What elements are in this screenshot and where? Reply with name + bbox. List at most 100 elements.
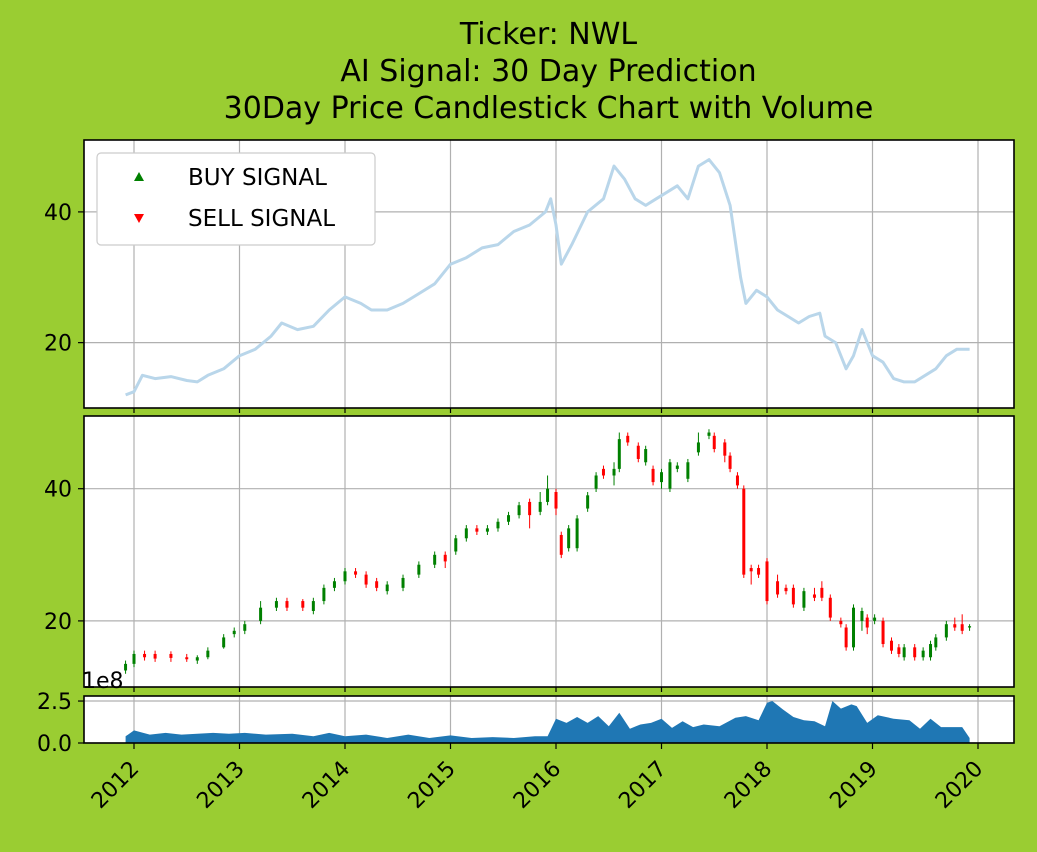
candle-body — [454, 538, 458, 552]
candle-body — [839, 620, 843, 625]
candle-body — [828, 597, 832, 618]
candle-body — [757, 568, 761, 575]
candle-body — [944, 624, 948, 638]
candle-body — [728, 455, 732, 469]
candle-body — [528, 501, 532, 516]
candle-body — [873, 617, 877, 621]
candle-body — [375, 581, 379, 588]
xtick-label: 2015 — [403, 757, 460, 814]
xtick-label: 2016 — [509, 757, 566, 814]
volume-ytick-label: 2.5 — [37, 690, 72, 715]
candle-body — [385, 584, 389, 592]
candle-body — [538, 501, 542, 512]
candle-body — [195, 657, 199, 661]
candle-body — [575, 518, 579, 549]
candle-body — [968, 626, 972, 628]
candle-body — [301, 601, 305, 608]
xtick-label: 2019 — [825, 757, 882, 814]
candle-body — [712, 435, 716, 450]
candle-body — [507, 515, 511, 522]
candle-body — [651, 468, 655, 483]
candle-body — [934, 637, 938, 648]
candle-body — [485, 528, 489, 532]
volume-ytick-label: 0.0 — [37, 732, 72, 757]
volume-frame — [83, 695, 1015, 744]
candle-body — [921, 650, 925, 658]
candle-body — [586, 495, 590, 509]
candle-body — [259, 607, 263, 621]
legend-box — [96, 152, 376, 246]
xtick-label: 2018 — [720, 757, 777, 814]
volume-area — [125, 701, 970, 743]
candle-body — [617, 439, 621, 469]
candle-body — [686, 462, 690, 479]
candle-body — [723, 442, 727, 456]
candle-body — [124, 663, 128, 671]
candle-body — [443, 554, 447, 562]
candles-ytick-label: 20 — [44, 610, 72, 635]
candle-body — [433, 554, 437, 565]
candle-body — [913, 647, 917, 658]
candle-body — [559, 534, 563, 555]
chart-title-ticker: Ticker: NWL — [459, 17, 638, 52]
candle-body — [860, 610, 864, 621]
candle-body — [311, 601, 315, 611]
candle-body — [417, 564, 421, 575]
candle-body — [742, 488, 746, 575]
candle-body — [285, 601, 289, 608]
candle-body — [707, 432, 711, 436]
candle-body — [791, 587, 795, 605]
legend-entry-label: SELL SIGNAL — [188, 206, 335, 232]
candle-body — [169, 653, 173, 658]
chart-title-description: 30Day Price Candlestick Chart with Volum… — [223, 91, 874, 126]
candle-body — [889, 640, 893, 651]
candle-body — [960, 624, 964, 631]
candle-body — [567, 528, 571, 549]
candle-body — [929, 644, 933, 658]
candle-body — [143, 653, 147, 658]
candles-ytick-label: 40 — [44, 478, 72, 503]
candle-body — [354, 571, 358, 575]
candle-body — [343, 571, 347, 582]
buy-signal-marker-icon — [134, 172, 144, 181]
candle-body — [897, 647, 901, 654]
candle-body — [636, 445, 640, 459]
candle-body — [902, 647, 906, 658]
candle-body — [953, 624, 957, 628]
candle-body — [696, 442, 700, 453]
candle-body — [675, 465, 679, 469]
candle-body — [243, 624, 247, 631]
candle-body — [802, 591, 806, 608]
price-ytick-label: 20 — [44, 332, 72, 357]
candle-body — [322, 587, 326, 602]
candle-body — [784, 587, 788, 592]
candle-body — [206, 650, 210, 658]
candle-body — [660, 472, 663, 483]
candle-body — [626, 435, 630, 443]
price-ytick-label: 40 — [44, 201, 72, 226]
candle-body — [594, 475, 598, 489]
price-frame — [83, 139, 1015, 409]
candle-body — [644, 449, 648, 463]
candle-body — [464, 528, 468, 539]
candle-body — [820, 587, 824, 598]
xtick-label: 2012 — [87, 757, 144, 814]
xtick-label: 2014 — [298, 757, 355, 814]
candle-body — [765, 561, 769, 602]
candle-body — [496, 521, 500, 529]
candles-frame — [83, 415, 1015, 688]
candle-body — [844, 627, 848, 648]
candle-body — [517, 505, 521, 516]
candle-body — [776, 581, 780, 595]
candle-body — [153, 653, 157, 659]
candle-body — [475, 528, 479, 532]
candle-body — [401, 577, 405, 588]
candle-body — [749, 568, 753, 572]
candle-body — [274, 601, 278, 608]
candle-body — [222, 637, 226, 648]
candle-body — [132, 653, 136, 664]
volume-offset-label: 1e8 — [82, 669, 124, 694]
chart-title-signal: AI Signal: 30 Day Prediction — [340, 54, 757, 89]
